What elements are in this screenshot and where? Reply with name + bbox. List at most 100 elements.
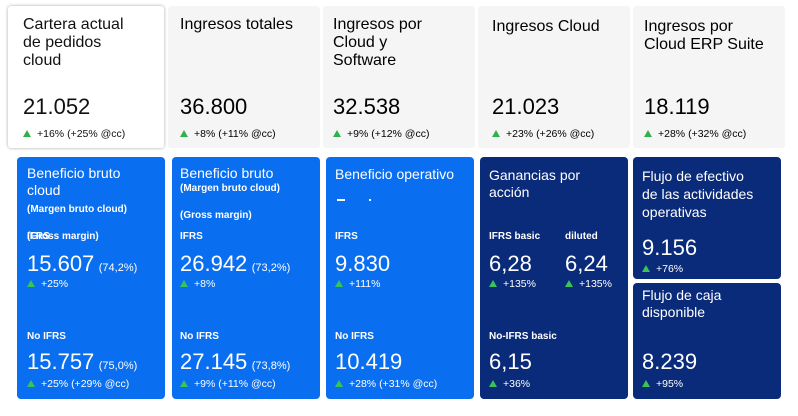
up-arrow-icon <box>489 280 497 287</box>
ifrs-margin: (74,2%) <box>98 262 138 274</box>
kpi-card-operating-cash-flow: Flujo de efectivo de las actividades ope… <box>633 157 781 279</box>
non-ifrs-change-text: +25% (+29% @cc) <box>41 378 130 390</box>
up-arrow-icon <box>642 380 650 387</box>
card-title-line: Flujo de efectivo <box>642 168 744 184</box>
up-arrow-icon <box>333 130 341 137</box>
non-ifrs-value: 15.757 <box>27 349 95 374</box>
kpi-title-line: Ingresos totales <box>180 16 293 33</box>
kpi-change: +76% <box>642 263 683 275</box>
kpi-change-text: +23% (+26% @cc) <box>506 128 595 140</box>
kpi-value: 32.538 <box>333 94 401 119</box>
ifrs-change-text: +25% <box>41 278 69 290</box>
non-ifrs-change-text: +9% (+11% @cc) <box>194 378 276 390</box>
up-arrow-icon <box>27 280 35 287</box>
eps-basic-change-text: +135% <box>503 278 536 290</box>
kpi-value: 21.052 <box>23 94 91 119</box>
kpi-change-text: +28% (+32% @cc) <box>658 128 747 140</box>
up-arrow-icon <box>642 265 650 272</box>
card-title-line: disponible <box>642 304 706 320</box>
kpi-change: +16% (+25% @cc) <box>23 128 125 140</box>
non-ifrs-label: No-IFRS basic <box>489 331 557 342</box>
card-title-line: cloud <box>27 182 61 198</box>
kpi-change: +28% (+32% @cc) <box>644 128 746 140</box>
kpi-card-gross-profit: Beneficio bruto (Margen bruto cloud) (Gr… <box>172 157 320 399</box>
ifrs-value-row: 15.607 (74,2%) <box>27 251 137 277</box>
kpi-change-text: +76% <box>656 263 684 275</box>
up-arrow-icon <box>489 380 497 387</box>
up-arrow-icon <box>335 380 343 387</box>
kpi-card-total-revenue: Ingresos totales 36.800 +8% (+11% @cc) <box>168 6 320 148</box>
non-ifrs-change-text: +28% (+31% @cc) <box>349 378 438 390</box>
non-ifrs-value: 27.145 <box>180 349 248 374</box>
kpi-title-line: Cloud y <box>333 34 388 51</box>
kpi-title-line: Ingresos por <box>644 18 733 35</box>
kpi-change-text: +95% <box>656 378 684 390</box>
kpi-card-cloud-gross-profit: Beneficio bruto cloud (Margen bruto clou… <box>17 157 165 399</box>
card-title-line: de las actividades <box>642 186 754 202</box>
kpi-value: 18.119 <box>644 94 710 119</box>
divider-dot <box>369 199 371 201</box>
ifrs-change: +25% <box>27 278 68 290</box>
ifrs-value: 15.607 <box>27 251 95 276</box>
ifrs-value: 26.942 <box>180 251 248 276</box>
non-ifrs-change-text: +36% <box>503 378 531 390</box>
kpi-value: 9.156 <box>642 235 698 260</box>
ifrs-label: IFRS <box>180 231 203 242</box>
kpi-card-eps: Ganancias por acción IFRS basic diluted … <box>480 157 628 399</box>
up-arrow-icon <box>492 130 500 137</box>
card-title-line: Ganancias por <box>489 167 581 183</box>
divider-mark <box>337 199 345 201</box>
up-arrow-icon <box>644 130 652 137</box>
eps-basic-label: IFRS basic <box>489 231 541 242</box>
non-ifrs-label: No IFRS <box>335 331 374 342</box>
kpi-change: +8% (+11% @cc) <box>180 128 276 140</box>
kpi-title-line: de pedidos <box>23 34 102 51</box>
non-ifrs-change: +28% (+31% @cc) <box>335 378 437 390</box>
kpi-title-line: Cartera actual <box>23 16 124 33</box>
kpi-title-line: Ingresos Cloud <box>492 18 600 35</box>
kpi-change: +95% <box>642 378 683 390</box>
up-arrow-icon <box>335 280 343 287</box>
ifrs-change-text: +111% <box>349 278 381 290</box>
card-title-line: Beneficio bruto <box>27 165 121 181</box>
non-ifrs-margin: (73,8%) <box>251 360 291 372</box>
card-title-line: acción <box>489 184 530 200</box>
ifrs-label: IFRS <box>27 231 50 242</box>
non-ifrs-change: +36% <box>489 378 530 390</box>
eps-diluted-change-text: +135% <box>579 278 612 290</box>
up-arrow-icon <box>180 130 188 137</box>
card-subtitle: (Margen bruto cloud) <box>27 204 127 215</box>
up-arrow-icon <box>180 280 188 287</box>
ifrs-value: 9.830 <box>335 251 391 276</box>
kpi-value: 8.239 <box>642 349 698 374</box>
kpi-change: +23% (+26% @cc) <box>492 128 594 140</box>
kpi-card-cloud-revenue: Ingresos Cloud 21.023 +23% (+26% @cc) <box>478 6 630 148</box>
non-ifrs-value-row: 27.145 (73,8%) <box>180 349 290 375</box>
up-arrow-icon <box>27 380 35 387</box>
card-subtitle: (Gross margin) <box>27 231 99 242</box>
eps-basic-value: 6,28 <box>489 251 532 276</box>
ifrs-label: IFRS <box>335 231 358 242</box>
up-arrow-icon <box>565 280 573 287</box>
eps-diluted-label: diluted <box>565 231 598 242</box>
kpi-card-cloud-erp-revenue: Ingresos por Cloud ERP Suite 18.119 +28%… <box>633 6 785 148</box>
eps-basic-change: +135% <box>489 278 536 290</box>
kpi-title-line: Ingresos por <box>333 16 422 33</box>
kpi-card-cloud-software-revenue: Ingresos por Cloud y Software 32.538 +9%… <box>323 6 475 148</box>
kpi-title-line: cloud <box>23 52 62 69</box>
kpi-change-text: +9% (+12% @cc) <box>347 128 430 140</box>
card-title-line: operativas <box>642 204 707 220</box>
up-arrow-icon <box>23 130 31 137</box>
non-ifrs-change: +25% (+29% @cc) <box>27 378 129 390</box>
non-ifrs-value-row: 15.757 (75,0%) <box>27 349 137 375</box>
card-subtitle: (Margen bruto cloud) <box>180 183 280 194</box>
ifrs-change-text: +8% <box>194 278 216 290</box>
kpi-value: 36.800 <box>180 94 248 119</box>
ifrs-change: +111% <box>335 278 380 290</box>
non-ifrs-label: No IFRS <box>27 331 66 342</box>
kpi-title-line: Software <box>333 52 397 69</box>
kpi-title-line: Cloud ERP Suite <box>644 36 764 53</box>
kpi-change-text: +16% (+25% @cc) <box>37 128 126 140</box>
eps-diluted-change: +135% <box>565 278 612 290</box>
kpi-value: 21.023 <box>492 94 560 119</box>
